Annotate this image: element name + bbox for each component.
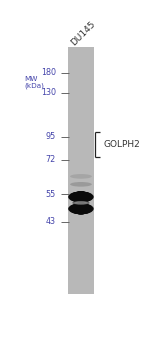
Text: 180: 180 xyxy=(41,68,56,77)
Ellipse shape xyxy=(76,203,86,214)
Ellipse shape xyxy=(69,203,93,214)
Text: 72: 72 xyxy=(46,155,56,164)
Ellipse shape xyxy=(70,203,92,214)
Ellipse shape xyxy=(72,203,90,214)
Ellipse shape xyxy=(75,191,87,202)
Text: DU145: DU145 xyxy=(69,20,97,48)
Ellipse shape xyxy=(76,191,86,202)
Ellipse shape xyxy=(70,174,92,179)
Text: GOLPH2: GOLPH2 xyxy=(104,140,140,149)
Text: 130: 130 xyxy=(41,88,56,97)
Ellipse shape xyxy=(75,203,87,214)
Ellipse shape xyxy=(72,191,90,202)
Text: 55: 55 xyxy=(46,190,56,199)
Ellipse shape xyxy=(72,203,90,214)
Text: 43: 43 xyxy=(46,217,56,226)
Ellipse shape xyxy=(73,191,89,202)
Ellipse shape xyxy=(71,191,91,202)
Ellipse shape xyxy=(75,191,87,202)
Text: 95: 95 xyxy=(46,132,56,141)
Ellipse shape xyxy=(71,203,91,214)
Ellipse shape xyxy=(74,191,88,202)
Ellipse shape xyxy=(72,201,90,205)
Ellipse shape xyxy=(68,203,94,214)
Ellipse shape xyxy=(70,191,92,202)
Ellipse shape xyxy=(73,203,89,214)
Ellipse shape xyxy=(70,182,92,187)
Ellipse shape xyxy=(70,203,92,214)
Ellipse shape xyxy=(69,191,93,202)
Ellipse shape xyxy=(74,203,88,214)
Text: MW
(kDa): MW (kDa) xyxy=(25,76,44,89)
Ellipse shape xyxy=(68,191,94,202)
Ellipse shape xyxy=(70,191,92,202)
Ellipse shape xyxy=(72,191,90,202)
Ellipse shape xyxy=(75,201,87,204)
Ellipse shape xyxy=(75,203,87,214)
Ellipse shape xyxy=(74,201,88,205)
Bar xyxy=(68,46,94,294)
